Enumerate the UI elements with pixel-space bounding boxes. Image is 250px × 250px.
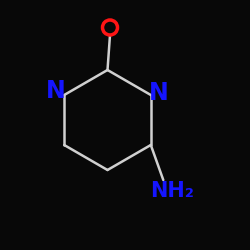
Text: N: N [148,80,168,104]
Text: NH₂: NH₂ [150,181,194,201]
Text: N: N [46,79,65,103]
